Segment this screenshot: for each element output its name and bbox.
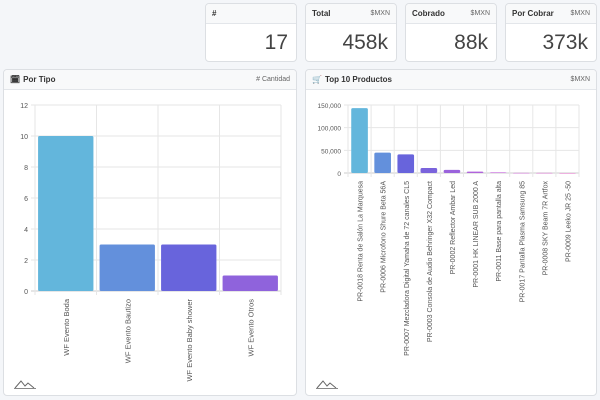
x-tick-label: WF Evento Otros <box>246 299 255 357</box>
kpi-unit: $MXN <box>370 10 390 17</box>
bar <box>374 152 391 173</box>
bar <box>489 172 507 173</box>
bar <box>161 244 217 291</box>
bar <box>512 172 530 174</box>
x-tick-label: PR-0008 SKY Beam 7R Artfox <box>542 181 549 276</box>
panel-unit: # Cantidad <box>256 76 290 83</box>
bar <box>443 169 461 173</box>
y-tick-label: 100,000 <box>318 126 342 133</box>
y-tick-label: 6 <box>24 196 28 203</box>
bar <box>38 136 94 291</box>
x-tick-label: PR-0018 Renta de Salón La Marquesa <box>358 181 365 302</box>
x-tick-label: PR-0007 Mezcladora Digital Yamaha de 72 … <box>404 181 411 356</box>
x-tick-label: PR-0017 Pantalla Plasma Samsung 85 <box>519 181 526 303</box>
kpi-title: # <box>212 9 217 18</box>
calendar-icon: 🗓 <box>10 75 21 84</box>
kpi-title: Total <box>312 9 331 18</box>
panel-top-productos: 🛒 Top 10 Productos $MXN 0 50,000 100,000 150,… <box>305 69 597 396</box>
x-tick-label: WF Evento Boda <box>62 298 71 356</box>
panel-title: Top 10 Productos <box>324 75 392 84</box>
panel-title: Por Tipo <box>23 75 56 84</box>
kpi-value: 17 <box>264 31 288 54</box>
x-tick-label: PR-0006 Microfono Shure Beta 56A <box>381 181 388 293</box>
x-tick-label: PR-0003 Consola de Audio Behringer X32 C… <box>427 181 434 342</box>
panel-por-tipo: 🗓 Por Tipo # Cantidad 0 2 4 6 8 10 12 WF Evento B… <box>3 69 297 396</box>
x-tick-label: PR-0001 HK LINEAR SUB 2000 A <box>473 181 480 288</box>
kpi-count: # 17 <box>205 3 297 62</box>
kpi-unit: $MXN <box>570 10 590 17</box>
x-tick-label: PR-0002 Reflector Ambar Led <box>450 181 457 274</box>
kpi-value: 88k <box>454 31 488 54</box>
chart-logo-icon <box>316 380 338 389</box>
shopping-cart-icon: 🛒 <box>312 75 322 84</box>
bar <box>420 168 438 173</box>
kpi-title: Por Cobrar <box>512 9 554 18</box>
kpi-cobrado: Cobrado $MXN 88k <box>405 3 497 62</box>
x-tick-label: WF Evento Bautizo <box>123 299 132 363</box>
kpi-unit: $MXN <box>470 10 490 17</box>
y-tick-label: 0 <box>24 289 28 296</box>
y-tick-label: 150,000 <box>318 103 342 110</box>
y-tick-label: 0 <box>337 171 341 178</box>
y-tick-label: 4 <box>24 227 28 234</box>
x-tick-label: WF Evento Baby shower <box>185 299 194 382</box>
chart-logo-icon <box>14 380 36 389</box>
kpi-value: 458k <box>342 31 388 54</box>
top-productos-chart: 0 50,000 100,000 150,000 PR-0018 Renta de Sa… <box>318 103 580 356</box>
y-tick-label: 2 <box>24 258 28 265</box>
bar <box>397 154 415 173</box>
bar <box>466 171 484 173</box>
panel-unit: $MXN <box>570 76 590 83</box>
bar <box>559 172 576 174</box>
y-tick-label: 12 <box>20 103 28 110</box>
bar <box>536 172 553 174</box>
y-tick-label: 8 <box>24 165 28 172</box>
x-tick-label: PR-0011 Base para pantalla alta <box>496 181 503 282</box>
kpi-total: Total $MXN 458k <box>305 3 397 62</box>
bar <box>222 275 278 291</box>
x-tick-label: PR-0009 Leeko JR 25 -50 <box>565 181 572 262</box>
por-tipo-chart: 0 2 4 6 8 10 12 WF Evento Boda WF Evento Bautizo… <box>20 103 282 382</box>
y-tick-label: 50,000 <box>321 148 341 155</box>
bar <box>99 244 155 291</box>
bar <box>351 108 368 173</box>
kpi-por-cobrar: Por Cobrar $MXN 373k <box>505 3 597 62</box>
kpi-value: 373k <box>542 31 588 54</box>
kpi-title: Cobrado <box>412 9 445 18</box>
y-tick-label: 10 <box>20 134 28 141</box>
